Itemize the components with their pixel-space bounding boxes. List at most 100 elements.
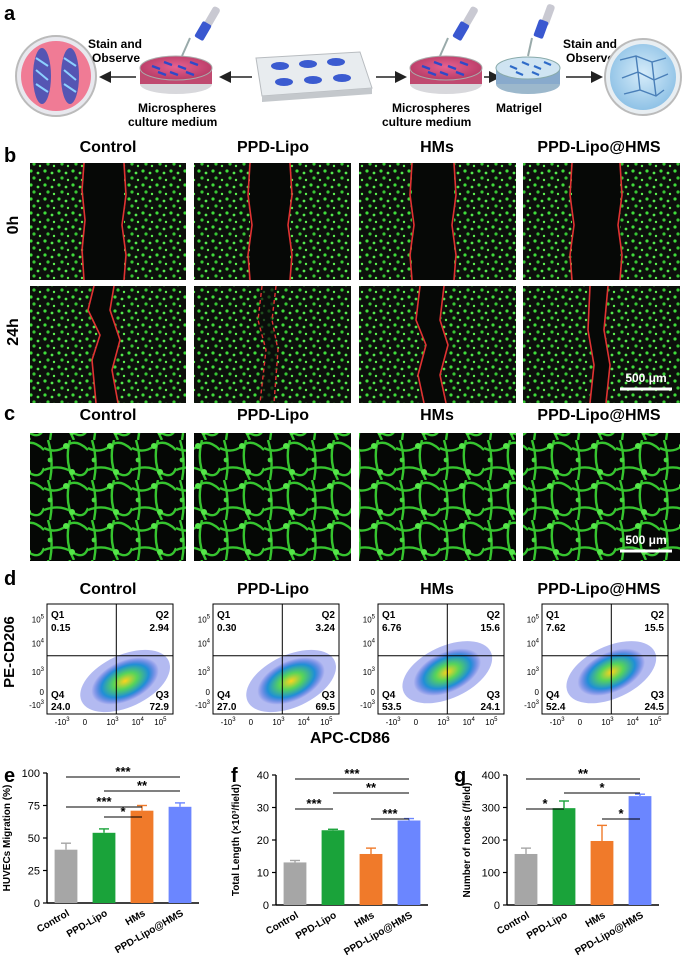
group-title-c: HMs [420, 407, 454, 424]
quadrant-q3-label: Q3 [487, 690, 501, 701]
quadrant-q4-label: Q4 [546, 690, 560, 701]
stain-right-line2: Observe [566, 51, 614, 65]
scratch-image [194, 285, 351, 404]
tube-image [30, 433, 186, 561]
stain-left-line2: Observe [92, 51, 140, 65]
flow-y-tick: 104 [198, 639, 211, 649]
quadrant-q1-label: Q1 [382, 610, 396, 621]
flow-y-tick: 105 [198, 614, 211, 624]
group-title-d: PPD-Lipo@HMS [537, 581, 660, 598]
flow-x-tick: -103 [550, 717, 566, 727]
quadrant-q3-value: 24.5 [645, 702, 665, 713]
flow-x-tick: 0 [249, 718, 254, 727]
panel-label-f: f [231, 765, 238, 787]
panel-b: b Control PPD-Lipo HMs PPD-Lipo@HMS 0h 2… [4, 139, 680, 404]
bar [359, 853, 383, 905]
flow-x-tick: 104 [298, 717, 311, 727]
matrigel-label: Matrigel [496, 101, 542, 115]
flow-x-tick: 0 [83, 718, 88, 727]
x-tick-label: PPD-Lipo@HMS [573, 910, 645, 958]
flow-y-tick: 103 [527, 667, 540, 677]
y-tick-label: 400 [482, 770, 500, 782]
y-tick-label: 75 [28, 801, 40, 813]
well-plate-icon [255, 51, 373, 102]
scale-bar-label-c: 500 μm [625, 533, 666, 547]
quadrant-q3-value: 24.1 [481, 702, 501, 713]
significance-label: *** [344, 766, 360, 781]
bar [590, 840, 614, 905]
bar [168, 806, 192, 903]
y-tick-label: 10 [257, 868, 269, 880]
flow-y-tick: 104 [527, 639, 540, 649]
scratch-image: 500 μm [523, 285, 680, 404]
quadrant-q2-value: 15.5 [645, 623, 665, 634]
quadrant-q2-label: Q2 [156, 610, 170, 621]
quadrant-q1-value: 6.76 [382, 623, 402, 634]
flow-y-tick: 103 [198, 667, 211, 677]
microspheres-dish-right [409, 55, 483, 94]
panel-label-e: e [4, 765, 15, 787]
flow-x-tick: 104 [463, 717, 476, 727]
group-title-b: PPD-Lipo@HMS [537, 139, 660, 156]
y-tick-label: 300 [482, 803, 500, 815]
panel-a: a Stain and Observe Microspheres culture… [4, 3, 682, 129]
y-tick-label: 100 [22, 768, 40, 780]
quadrant-q4-label: Q4 [217, 690, 231, 701]
x-tick-label: PPD-Lipo [65, 908, 109, 940]
flow-y-tick: -103 [360, 700, 376, 710]
flow-y-tick: -103 [524, 700, 540, 710]
bar [283, 862, 307, 905]
quadrant-q1-value: 0.30 [217, 623, 237, 634]
flow-plots: Q10.15Q22.94Q424.0Q372.91051041030-103-1… [29, 603, 669, 727]
quadrant-q1-label: Q1 [546, 610, 560, 621]
y-tick-label: 0 [263, 900, 269, 912]
tube-image [359, 433, 516, 561]
x-tick-label: PPD-Lipo [525, 910, 569, 942]
bar [552, 808, 576, 905]
group-title-d: PPD-Lipo [237, 581, 309, 598]
scale-bar-label-b: 500 μm [625, 371, 666, 385]
x-tick-label: PPD-Lipo [294, 910, 338, 942]
x-tick-label: PPD-Lipo@HMS [342, 910, 414, 958]
significance-label: *** [382, 806, 398, 821]
quadrant-q4-value: 24.0 [51, 702, 71, 713]
group-title-c: PPD-Lipo@HMS [537, 407, 660, 424]
flow-y-tick: 105 [363, 614, 376, 624]
pipette-icon [439, 6, 478, 57]
row-label-0h: 0h [5, 216, 22, 235]
significance-label: ** [578, 766, 589, 781]
panel-label-d: d [4, 568, 16, 590]
pipette-icon [181, 6, 220, 57]
panel-c: c Control PPD-Lipo HMs PPD-Lipo@HMS 500 … [4, 403, 680, 561]
x-tick-label: PPD-Lipo@HMS [113, 908, 185, 956]
flow-x-tick: 105 [320, 717, 333, 727]
group-title-d: HMs [420, 581, 454, 598]
stain-left-line1: Stain and [88, 37, 142, 51]
y-axis-title: Total Length (×10³/field) [231, 784, 242, 896]
scratch-image [194, 162, 351, 281]
significance-label: * [120, 804, 126, 819]
flow-x-tick: 0 [414, 718, 419, 727]
significance-label: * [542, 796, 548, 811]
y-tick-label: 0 [494, 900, 500, 912]
flow-x-tick: 104 [627, 717, 640, 727]
quadrant-q4-label: Q4 [51, 690, 65, 701]
flow-y-tick: 104 [32, 639, 45, 649]
quadrant-q2-value: 15.6 [481, 623, 501, 634]
scratch-image [30, 162, 186, 281]
flow-x-tick: -103 [221, 717, 237, 727]
bar [628, 796, 652, 905]
quadrant-q2-label: Q2 [322, 610, 336, 621]
panel-label-b: b [4, 145, 16, 167]
microspheres-dish-left [139, 55, 213, 94]
group-title-b: PPD-Lipo [237, 139, 309, 156]
bar [514, 853, 538, 905]
flow-x-tick: 103 [272, 717, 285, 727]
y-tick-label: 100 [482, 868, 500, 880]
panel-label-a: a [4, 3, 16, 25]
flow-y-tick: 103 [363, 667, 376, 677]
